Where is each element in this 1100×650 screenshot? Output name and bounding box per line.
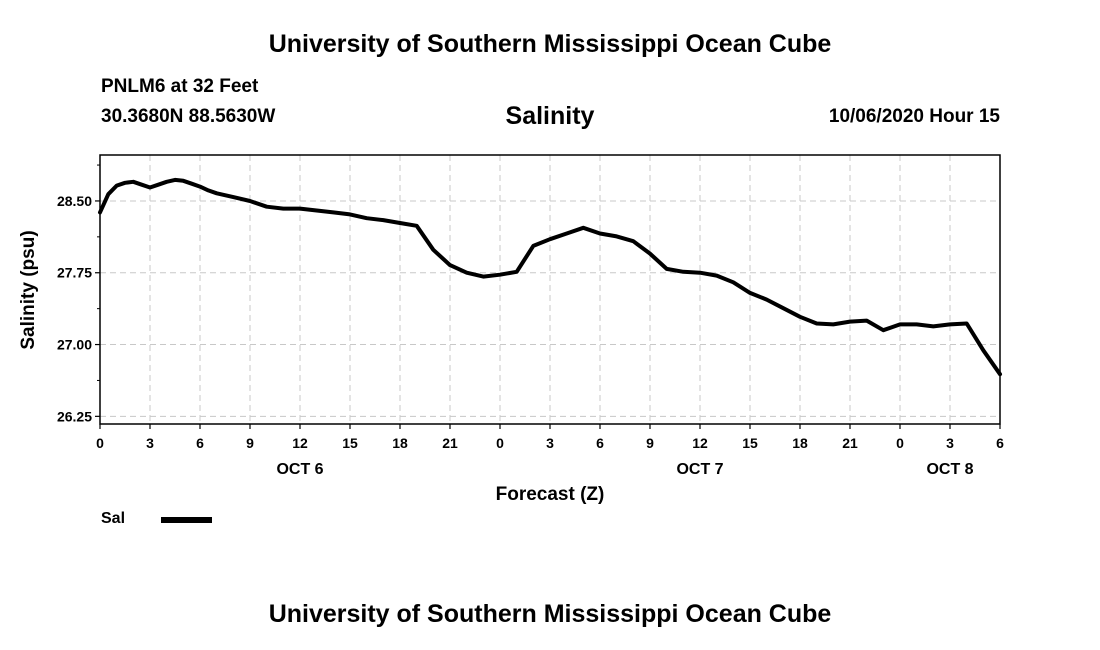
date-label: OCT 8 — [926, 461, 973, 478]
x-tick-label: 0 — [496, 435, 504, 451]
legend-swatch — [161, 517, 212, 523]
plot-frame — [99, 154, 1001, 425]
y-tick-label: 27.00 — [57, 337, 92, 353]
header-title: University of Southern Mississippi Ocean… — [268, 30, 832, 58]
date-label: OCT 7 — [676, 461, 723, 478]
footer-title: University of Southern Mississippi Ocean… — [268, 600, 832, 628]
x-tick-label: 15 — [742, 435, 758, 451]
tick-labels: 0 3 6 9 12 15 18 21 0 3 6 9 12 15 18 21 0 3 6 26.25 27.00 27.… — [57, 193, 1004, 478]
y-tick-label: 28.50 — [57, 193, 92, 209]
series-line-sal — [98, 177, 1002, 377]
axis-ticks — [95, 164, 1001, 429]
chart-title: Salinity — [505, 102, 595, 130]
x-tick-label: 6 — [596, 435, 604, 451]
grid-lines — [100, 155, 1000, 424]
legend-label: Sal — [101, 510, 126, 527]
x-tick-label: 6 — [196, 435, 204, 451]
x-tick-label: 3 — [946, 435, 954, 451]
x-tick-label: 9 — [646, 435, 654, 451]
x-tick-label: 6 — [996, 435, 1004, 451]
x-tick-label: 3 — [546, 435, 554, 451]
x-tick-label: 3 — [146, 435, 154, 451]
series-layer — [98, 177, 1002, 377]
y-axis-label: Salinity (psu) — [18, 230, 39, 349]
y-tick-label: 27.75 — [57, 265, 92, 281]
x-tick-label: 9 — [246, 435, 254, 451]
x-tick-label: 21 — [442, 435, 458, 451]
x-tick-label: 18 — [392, 435, 408, 451]
x-tick-label: 18 — [792, 435, 808, 451]
x-tick-label: 12 — [692, 435, 708, 451]
x-tick-label: 0 — [896, 435, 904, 451]
coordinates-label: 30.3680N 88.5630W — [101, 106, 276, 127]
station-label: PNLM6 at 32 Feet — [101, 76, 259, 97]
date-label: OCT 6 — [276, 461, 323, 478]
run-time-label: 10/06/2020 Hour 15 — [828, 106, 1000, 127]
y-tick-label: 26.25 — [57, 408, 92, 424]
x-tick-label: 15 — [342, 435, 358, 451]
x-axis-label: Forecast (Z) — [496, 484, 605, 505]
x-tick-label: 12 — [292, 435, 308, 451]
x-tick-label: 0 — [96, 435, 104, 451]
x-tick-label: 21 — [842, 435, 858, 451]
